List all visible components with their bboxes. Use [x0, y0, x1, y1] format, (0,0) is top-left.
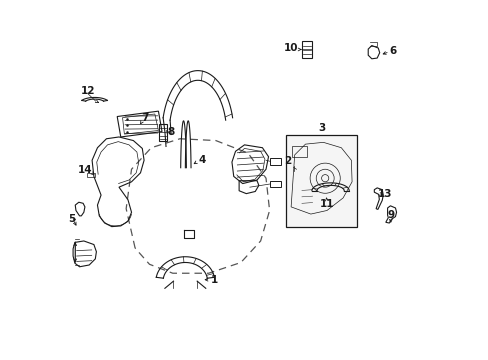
Text: 9: 9	[386, 210, 393, 220]
Text: 13: 13	[377, 189, 392, 199]
Text: 8: 8	[167, 127, 174, 137]
Bar	[270, 158, 281, 165]
Text: 5: 5	[68, 215, 75, 224]
Bar	[270, 181, 281, 187]
Bar	[301, 41, 311, 58]
Bar	[285, 135, 357, 226]
Bar	[159, 124, 167, 141]
Bar	[292, 146, 306, 157]
Text: 1: 1	[210, 275, 218, 285]
Text: 2: 2	[284, 156, 290, 166]
Text: 11: 11	[319, 199, 333, 210]
Text: 3: 3	[317, 123, 325, 133]
Text: 10: 10	[284, 44, 298, 53]
Text: 4: 4	[198, 155, 205, 165]
Text: 7: 7	[141, 113, 148, 123]
Text: 6: 6	[388, 46, 396, 56]
Bar	[87, 173, 95, 177]
Text: 14: 14	[78, 165, 92, 175]
Text: 12: 12	[81, 86, 95, 96]
